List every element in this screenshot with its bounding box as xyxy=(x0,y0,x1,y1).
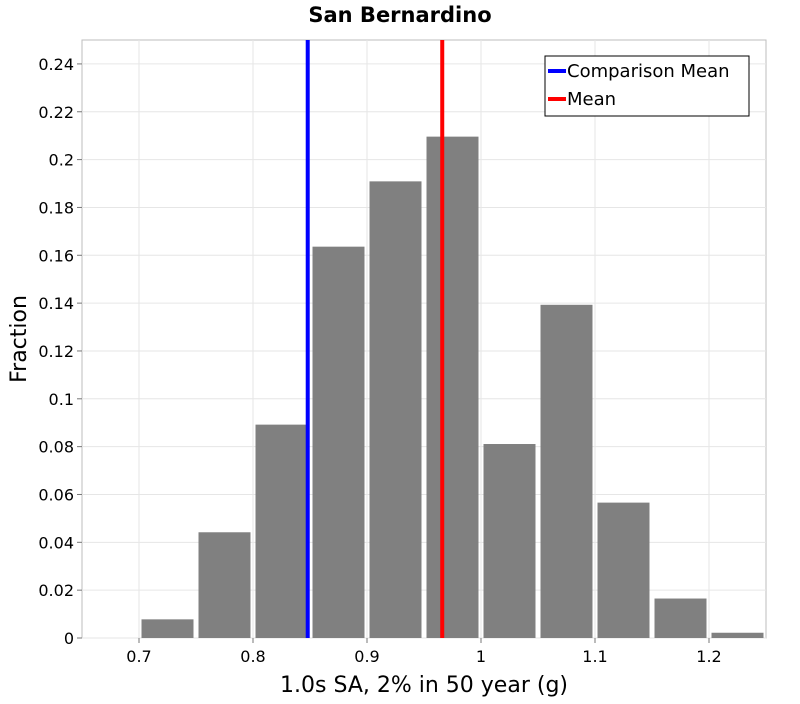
histogram-bar xyxy=(426,136,479,639)
x-tick-label: 1.2 xyxy=(696,647,721,666)
histogram-bar xyxy=(369,181,422,639)
legend-label: Mean xyxy=(567,89,616,110)
histogram-bar xyxy=(540,304,593,638)
y-tick-label: 0.04 xyxy=(38,533,74,552)
histogram-bar xyxy=(711,632,764,638)
x-tick-label: 1 xyxy=(476,647,486,666)
y-tick-label: 0.02 xyxy=(38,581,74,600)
histogram-bar xyxy=(198,532,251,638)
histogram-bar xyxy=(312,246,365,638)
legend-label: Comparison Mean xyxy=(567,61,730,82)
chart-title: San Bernardino xyxy=(308,3,491,27)
histogram-bar xyxy=(483,444,536,638)
y-axis: 0 0.02 0.04 0.06 0.08 0.1 0.12 0.14 0.16 0.18 0.2 0… xyxy=(38,55,82,648)
histogram-bars xyxy=(141,136,764,639)
y-tick-label: 0.24 xyxy=(38,55,74,74)
x-tick-label: 0.9 xyxy=(354,647,379,666)
histogram-bar xyxy=(255,424,308,638)
histogram-bar xyxy=(141,619,194,638)
legend: Comparison Mean Mean xyxy=(544,55,750,117)
y-tick-label: 0.06 xyxy=(38,485,74,504)
y-tick-label: 0.16 xyxy=(38,246,74,265)
y-tick-label: 0 xyxy=(64,629,74,648)
y-tick-label: 0.12 xyxy=(38,342,74,361)
plot-background xyxy=(81,39,767,639)
x-axis: 0.7 0.8 0.9 1 1.1 1.2 xyxy=(126,638,722,666)
x-tick-label: 0.7 xyxy=(126,647,151,666)
x-axis-label: 1.0s SA, 2% in 50 year (g) xyxy=(280,673,568,698)
y-tick-label: 0.22 xyxy=(38,103,74,122)
legend-box xyxy=(544,55,750,117)
y-tick-label: 0.18 xyxy=(38,198,74,217)
y-tick-label: 0.14 xyxy=(38,294,74,313)
y-axis-label: Fraction xyxy=(7,295,32,383)
y-tick-label: 0.1 xyxy=(49,390,74,409)
x-tick-label: 1.1 xyxy=(582,647,607,666)
reference-lines xyxy=(305,40,445,638)
y-tick-label: 0.08 xyxy=(38,438,74,457)
histogram-bar xyxy=(654,598,707,638)
histogram-bar xyxy=(597,502,650,638)
y-tick-label: 0.2 xyxy=(49,151,74,170)
x-tick-label: 0.8 xyxy=(240,647,265,666)
